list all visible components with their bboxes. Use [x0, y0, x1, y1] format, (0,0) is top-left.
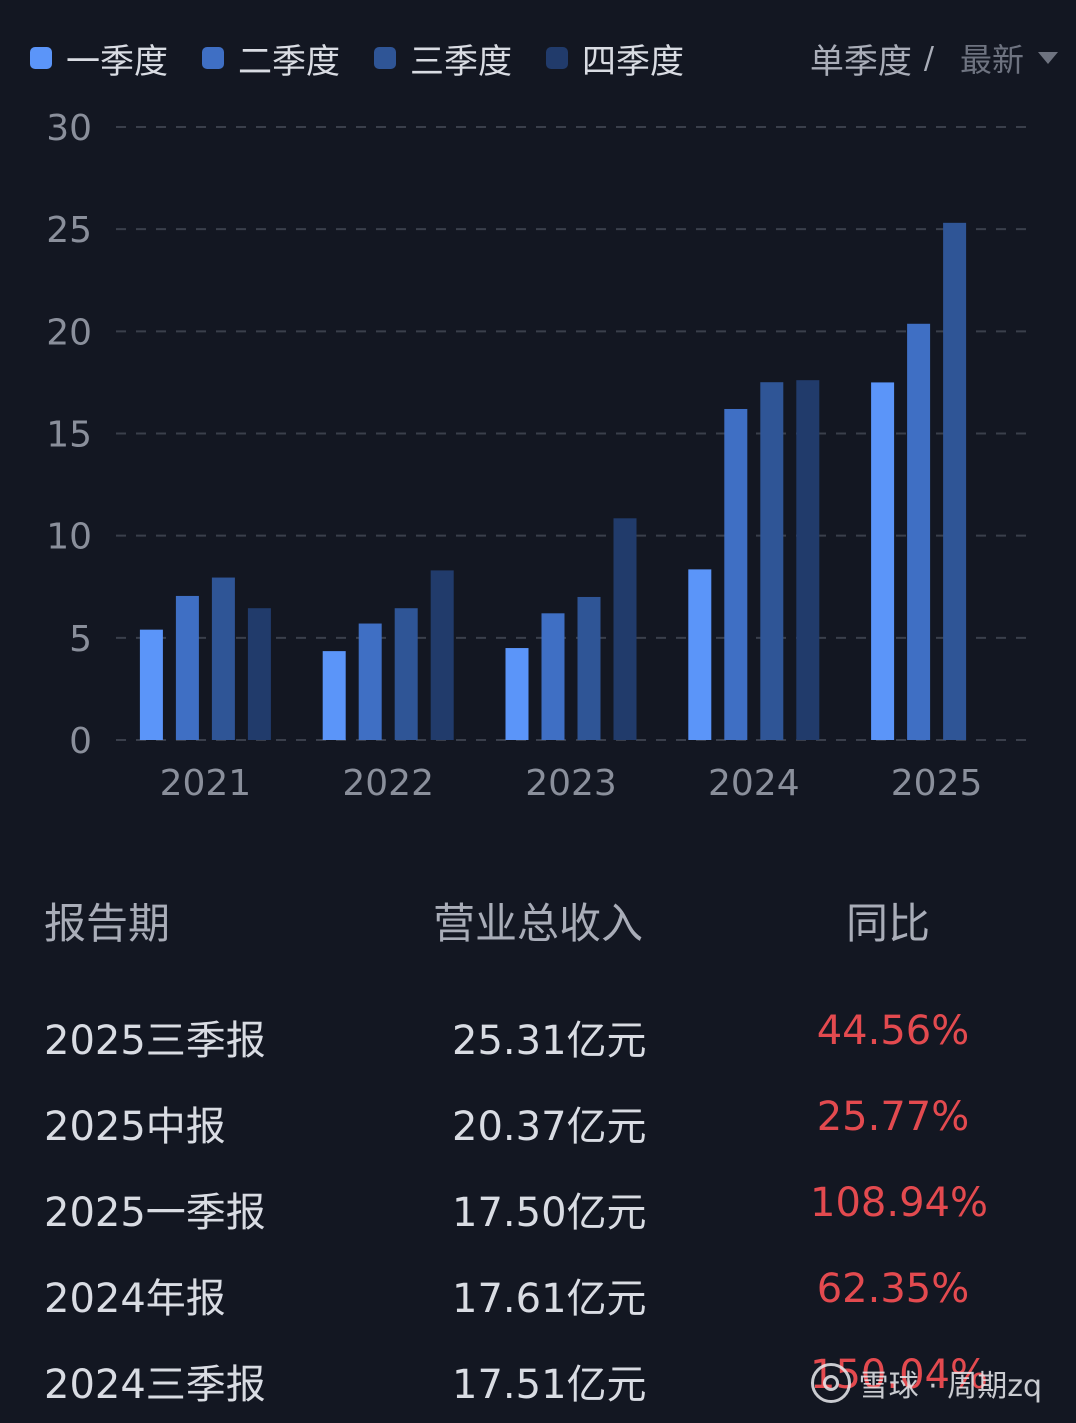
- row-revenue: 20.37亿元: [452, 1104, 647, 1150]
- chart-legend: 一季度 二季度 三季度 四季度: [30, 30, 718, 86]
- period-mode-switch: 单季度 / 最新: [810, 30, 1058, 86]
- caret-down-icon: [1038, 52, 1058, 64]
- bar: [943, 222, 967, 740]
- bar: [211, 577, 235, 740]
- watermark-text: 雪球 · 周期zq: [858, 1369, 1042, 1404]
- y-tick-label: 10: [46, 517, 92, 558]
- bar: [724, 408, 748, 740]
- y-tick-label: 20: [46, 312, 92, 353]
- bar: [577, 596, 601, 740]
- row-period: 2025中报: [44, 1104, 226, 1150]
- table-row[interactable]: 2025一季报 17.50亿元 108.94%: [0, 1180, 1076, 1240]
- watermark: 雪球 · 周期zq: [810, 1361, 1042, 1405]
- row-yoy: 62.35%: [816, 1266, 970, 1312]
- legend-swatch-q4: [546, 47, 568, 69]
- row-period: 2025一季报: [44, 1190, 266, 1236]
- y-tick-label: 25: [46, 210, 92, 251]
- bar: [760, 382, 784, 740]
- y-tick-label: 0: [69, 721, 92, 762]
- table-row[interactable]: 2025三季报 25.31亿元 44.56%: [0, 1008, 1076, 1068]
- legend-label-q3: 三季度: [410, 41, 512, 82]
- table-row[interactable]: 2024三季报 17.51亿元 150.04%: [0, 1352, 1076, 1412]
- bar: [247, 608, 271, 740]
- x-tick-label: 2025: [891, 763, 983, 804]
- legend-swatch-q2: [202, 47, 224, 69]
- bar: [430, 570, 454, 740]
- legend-item-q4[interactable]: 四季度: [546, 34, 684, 83]
- legend-label-q4: 四季度: [582, 41, 684, 82]
- bar: [613, 518, 637, 740]
- table-header: 报告期 营业总收入 同比: [0, 890, 1076, 956]
- bar: [505, 648, 529, 740]
- bar: [907, 323, 931, 740]
- bar: [139, 629, 163, 740]
- range-dropdown-value: 最新: [959, 41, 1024, 79]
- mode-separator: /: [923, 40, 934, 76]
- range-dropdown[interactable]: 最新: [960, 35, 1058, 81]
- x-tick-label: 2021: [160, 763, 252, 804]
- legend-item-q1[interactable]: 一季度: [30, 34, 168, 83]
- row-revenue: 25.31亿元: [452, 1018, 647, 1064]
- row-yoy: 44.56%: [816, 1008, 970, 1054]
- legend-label-q1: 一季度: [66, 41, 168, 82]
- row-period: 2024年报: [44, 1276, 226, 1322]
- table-row[interactable]: 2025中报 20.37亿元 25.77%: [0, 1094, 1076, 1154]
- header-revenue: 营业总收入: [433, 899, 644, 948]
- row-period: 2024三季报: [44, 1362, 266, 1408]
- bar: [871, 382, 895, 740]
- bar: [796, 380, 820, 740]
- row-yoy: 108.94%: [810, 1180, 988, 1226]
- single-quarter-toggle[interactable]: 单季度: [809, 41, 912, 82]
- x-tick-label: 2022: [342, 763, 434, 804]
- bar: [358, 623, 382, 740]
- bar: [688, 569, 712, 740]
- y-tick-label: 30: [46, 108, 92, 149]
- x-tick-label: 2024: [708, 763, 800, 804]
- legend-swatch-q3: [374, 47, 396, 69]
- legend-item-q3[interactable]: 三季度: [374, 34, 512, 83]
- header-period: 报告期: [44, 899, 171, 948]
- x-tick-label: 2023: [525, 763, 617, 804]
- bar: [322, 651, 346, 740]
- snowball-logo-icon: [810, 1363, 851, 1403]
- legend-label-q2: 二季度: [238, 41, 340, 82]
- bar: [175, 595, 199, 740]
- row-period: 2025三季报: [44, 1018, 266, 1064]
- y-tick-label: 5: [69, 619, 92, 660]
- legend-item-q2[interactable]: 二季度: [202, 34, 340, 83]
- bar: [394, 608, 418, 740]
- row-revenue: 17.51亿元: [452, 1362, 647, 1408]
- y-tick-label: 15: [46, 415, 92, 456]
- header-yoy: 同比: [846, 899, 931, 948]
- table-row[interactable]: 2024年报 17.61亿元 62.35%: [0, 1266, 1076, 1326]
- bar: [541, 613, 565, 740]
- row-yoy: 25.77%: [816, 1094, 970, 1140]
- row-revenue: 17.61亿元: [452, 1276, 647, 1322]
- legend-swatch-q1: [30, 47, 52, 69]
- row-revenue: 17.50亿元: [452, 1190, 647, 1236]
